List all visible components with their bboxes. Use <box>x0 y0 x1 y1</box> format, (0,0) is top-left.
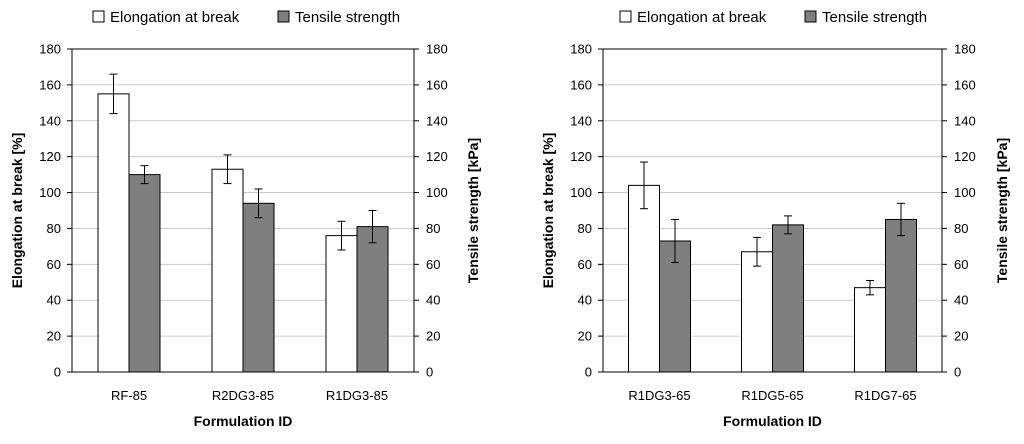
y2-tick-label: 120 <box>954 149 976 164</box>
category-label: R1DG3-65 <box>628 388 690 403</box>
category-label: R1DG7-65 <box>854 388 916 403</box>
y-axis-title: Elongation at break [%] <box>9 133 25 289</box>
y-tick-label: 100 <box>570 185 592 200</box>
bar-tensile-R2DG3-85 <box>242 202 275 373</box>
y-tick-label: 180 <box>570 42 592 57</box>
legend-label-elongation: Elongation at break <box>637 9 767 26</box>
y2-tick-label: 140 <box>426 113 448 128</box>
y2-tick-label: 0 <box>426 365 433 380</box>
legend-swatch-elongation <box>619 10 632 23</box>
y2-tick-label: 0 <box>954 365 961 380</box>
legend-label-tensile: Tensile strength <box>822 9 927 26</box>
y-tick-label: 0 <box>585 365 592 380</box>
bar-tensile-R1DG5-65 <box>772 224 804 373</box>
y-tick-label: 40 <box>578 293 592 308</box>
x-axis-title: Formulation ID <box>194 413 293 429</box>
y-tick-label: 180 <box>39 42 61 57</box>
y-tick-label: 20 <box>578 329 592 344</box>
bar-tensile-R1DG7-65 <box>885 218 917 373</box>
y2-tick-label: 140 <box>954 113 976 128</box>
chart-panel-2: 0 20 40 60 80 100 120 140 160 180 0 20 40 60 80 100 120 1… <box>540 9 1010 429</box>
y2-tick-label: 20 <box>954 329 968 344</box>
y-tick-label: 80 <box>578 221 592 236</box>
bar-elongation-R2DG3-85 <box>211 168 244 373</box>
y-tick-label: 60 <box>578 257 592 272</box>
category-label: RF-85 <box>111 388 147 403</box>
y2-tick-label: 160 <box>426 77 448 92</box>
category-label: R1DG5-65 <box>741 388 803 403</box>
y-tick-label: 140 <box>39 113 61 128</box>
y-tick-label: 0 <box>54 365 61 380</box>
bar-elongation-R1DG7-65 <box>854 287 886 373</box>
y2-tick-label: 120 <box>426 149 448 164</box>
legend-swatch-tensile <box>277 10 290 23</box>
y2-axis-title: Tensile strength [kPa] <box>465 138 481 283</box>
y-tick-label: 80 <box>47 221 61 236</box>
legend-swatch-tensile <box>804 10 817 23</box>
bar-elongation-RF-85 <box>97 93 130 373</box>
x-axis-title: Formulation ID <box>723 413 822 429</box>
y2-tick-label: 80 <box>426 221 440 236</box>
bar-tensile-RF-85 <box>128 174 161 373</box>
y2-tick-label: 100 <box>954 185 976 200</box>
y-tick-label: 20 <box>47 329 61 344</box>
y-tick-label: 120 <box>570 149 592 164</box>
y2-tick-label: 60 <box>954 257 968 272</box>
category-label: R1DG3-85 <box>326 388 388 403</box>
bar-elongation-R1DG3-85 <box>325 235 358 373</box>
y2-tick-label: 40 <box>954 293 968 308</box>
legend-label-tensile: Tensile strength <box>295 9 400 26</box>
bar-elongation-R1DG3-65 <box>628 184 660 373</box>
y-tick-label: 160 <box>39 77 61 92</box>
y2-tick-label: 100 <box>426 185 448 200</box>
y-tick-label: 100 <box>39 185 61 200</box>
chart-panel-1: 0 20 40 60 80 100 120 140 160 180 0 20 40 60 80 100 120 1… <box>9 9 481 429</box>
bar-elongation-R1DG5-65 <box>741 251 773 373</box>
y2-tick-label: 80 <box>954 221 968 236</box>
y-tick-label: 160 <box>570 77 592 92</box>
y2-tick-label: 60 <box>426 257 440 272</box>
y2-tick-label: 160 <box>954 77 976 92</box>
y2-tick-label: 20 <box>426 329 440 344</box>
legend-label-elongation: Elongation at break <box>110 9 240 26</box>
y2-tick-label: 180 <box>426 42 448 57</box>
y2-tick-label: 180 <box>954 42 976 57</box>
y2-axis-title: Tensile strength [kPa] <box>994 138 1010 283</box>
y-tick-label: 140 <box>570 113 592 128</box>
bar-tensile-R1DG3-85 <box>356 226 389 373</box>
y-tick-label: 60 <box>47 257 61 272</box>
y2-tick-label: 40 <box>426 293 440 308</box>
legend-swatch-elongation <box>92 10 105 23</box>
y-tick-label: 120 <box>39 149 61 164</box>
y-tick-label: 40 <box>47 293 61 308</box>
category-label: R2DG3-85 <box>212 388 274 403</box>
y-axis-title: Elongation at break [%] <box>540 133 556 289</box>
